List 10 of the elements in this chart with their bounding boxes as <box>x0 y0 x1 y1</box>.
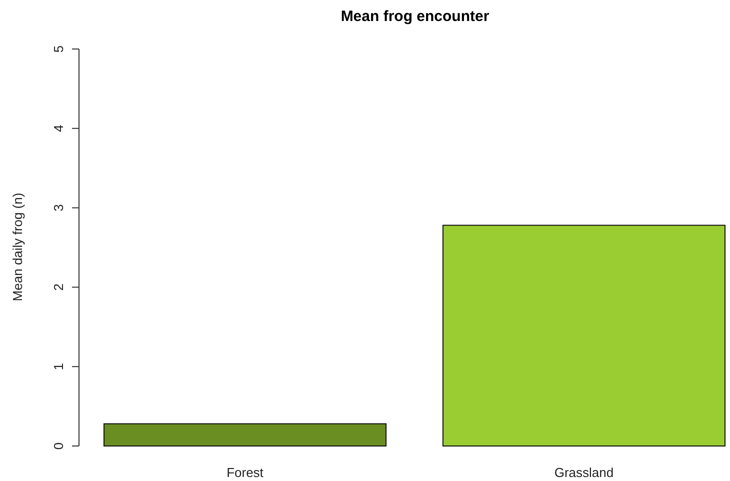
y-tick-label: 0 <box>51 442 66 450</box>
y-tick-label: 2 <box>51 284 66 291</box>
chart-title: Mean frog encounter <box>340 8 490 25</box>
y-tick-label: 4 <box>51 124 66 132</box>
y-tick-label: 5 <box>51 45 66 53</box>
y-tick-label: 3 <box>51 204 66 212</box>
y-axis-title: Mean daily frog (n) <box>10 192 25 302</box>
x-tick-label: Forest <box>226 465 264 480</box>
y-tick-label: 1 <box>51 362 66 370</box>
x-tick-label: Grassland <box>554 465 614 480</box>
